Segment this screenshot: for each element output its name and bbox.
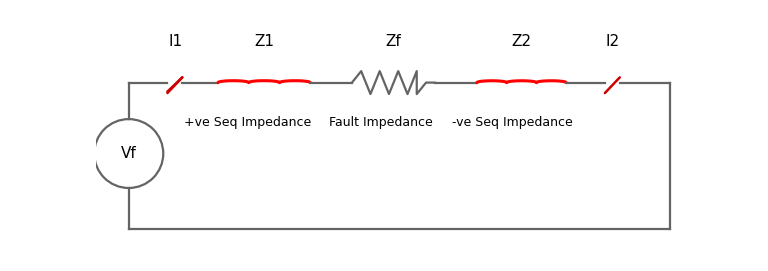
Text: Vf: Vf xyxy=(121,146,137,161)
Text: Fault Impedance: Fault Impedance xyxy=(329,116,432,129)
Text: I1: I1 xyxy=(168,34,182,49)
Text: Z1: Z1 xyxy=(254,34,274,49)
Text: Zf: Zf xyxy=(386,34,402,49)
Text: Z2: Z2 xyxy=(511,34,531,49)
Text: I2: I2 xyxy=(606,34,620,49)
Text: -ve Seq Impedance: -ve Seq Impedance xyxy=(452,116,573,129)
Text: +ve Seq Impedance: +ve Seq Impedance xyxy=(184,116,311,129)
